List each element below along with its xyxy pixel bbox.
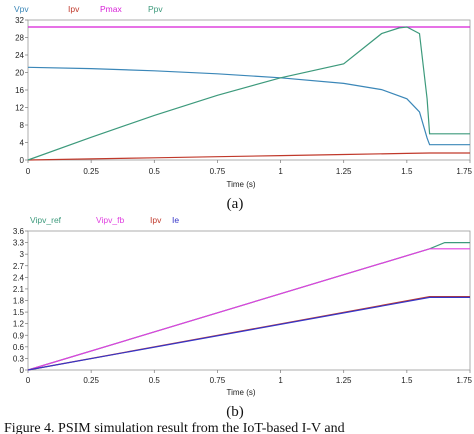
y-tick-label: 8 [20, 121, 25, 130]
x-tick-label: 1.5 [401, 376, 413, 385]
plot-frame [27, 230, 471, 371]
y-tick-label: 20 [15, 69, 24, 78]
series-line-vipv-fb [27, 248, 470, 371]
series-line-vpv [27, 66, 470, 146]
panel-label: (a) [227, 196, 244, 212]
x-axis-title: Time (s) [226, 180, 255, 189]
legend-item-ipv: Ipv [150, 215, 162, 225]
x-axis-title: Time (s) [226, 388, 255, 397]
series-line-vipv-ref [27, 242, 470, 371]
legend-item-vipv-fb: Vipv_fb [96, 215, 124, 225]
y-tick-label: 0.6 [13, 343, 25, 352]
x-tick-label: 1.75 [456, 376, 472, 385]
y-tick-label: 0 [20, 156, 25, 165]
y-tick-label: 3 [20, 250, 25, 259]
series-line-ppv [27, 26, 470, 161]
chart-panel-a: 0 4 8 12 16 20 24 28 32 0 0.25 0.5 0.75 1 1.25 1.5 1.75 T… [14, 4, 473, 212]
x-tick-label: 0.75 [210, 167, 226, 176]
y-tick-label: 32 [15, 16, 24, 25]
y-tick-label: 16 [15, 86, 24, 95]
x-tick-label: 1.25 [336, 376, 352, 385]
x-tick-label: 1.25 [336, 167, 352, 176]
y-tick-label: 1.8 [13, 297, 25, 306]
x-tick-label: 0.25 [83, 376, 99, 385]
series-line-ipv [27, 152, 470, 161]
legend-item-pmax: Pmax [100, 4, 122, 14]
x-tick-label: 0.5 [149, 167, 161, 176]
y-tick-label: 2.1 [13, 285, 25, 294]
series-line-ie [27, 296, 470, 371]
x-tick-label: 1 [278, 167, 283, 176]
legend-item-vipv-ref: Vipv_ref [30, 215, 62, 225]
y-tick-label: 3.3 [13, 239, 25, 248]
x-tick-label: 1.5 [401, 167, 413, 176]
x-tick-label: 0 [26, 167, 31, 176]
figure-caption: Figure 4. PSIM simulation result from th… [4, 421, 345, 434]
x-tick-label: 0 [26, 376, 31, 385]
y-tick-label: 1.2 [13, 320, 25, 329]
y-tick-label: 0.9 [13, 331, 25, 340]
x-tick-label: 1 [278, 376, 283, 385]
x-tick-label: 0.25 [83, 167, 99, 176]
x-tick-label: 0.5 [149, 376, 161, 385]
y-tick-label: 2.7 [13, 262, 25, 271]
y-tick-label: 12 [15, 104, 24, 113]
y-tick-label: 1.5 [13, 308, 25, 317]
y-tick-label: 0.3 [13, 354, 25, 363]
legend-item-ie: Ie [172, 215, 179, 225]
y-tick-label: 4 [20, 139, 25, 148]
panel-label: (b) [226, 404, 244, 420]
x-tick-label: 1.75 [456, 167, 472, 176]
x-tick-label: 0.75 [210, 376, 226, 385]
legend-item-vpv: Vpv [14, 4, 29, 14]
plot-frame [27, 19, 471, 161]
legend-item-ipv: Ipv [68, 4, 80, 14]
chart-panel-b: 0 0.3 0.6 0.9 1.2 1.5 1.8 2.1 2.4 2.7 3 3.3 3.6 0 0.25… [13, 215, 473, 420]
y-tick-label: 24 [15, 51, 24, 60]
y-tick-label: 0 [20, 366, 25, 375]
y-tick-label: 28 [15, 34, 24, 43]
y-tick-label: 3.6 [13, 227, 25, 236]
legend-item-ppv: Ppv [148, 4, 163, 14]
y-tick-label: 2.4 [13, 273, 25, 282]
series-line-ipv [27, 296, 470, 371]
